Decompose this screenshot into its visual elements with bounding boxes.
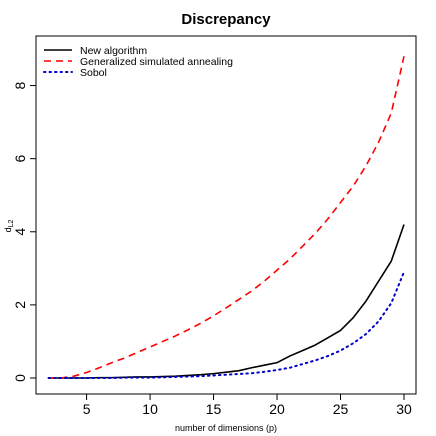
y-tick-label: 6	[12, 155, 28, 163]
x-axis: 5 10 15 20 25 30	[83, 394, 412, 417]
y-tick-label: 2	[12, 301, 28, 309]
plot-border	[35, 35, 417, 395]
x-tick-label: 15	[206, 401, 222, 417]
y-axis: 0 2 4 6 8	[12, 81, 36, 382]
y-tick-label: 4	[12, 228, 28, 236]
x-tick-label: 25	[333, 401, 349, 417]
series-line-2	[48, 56, 405, 379]
series-layer	[47, 56, 405, 379]
x-tick-label: 30	[396, 401, 412, 417]
y-tick-label: 8	[12, 81, 28, 89]
x-tick-label: 20	[269, 401, 285, 417]
x-tick-label: 10	[142, 401, 158, 417]
series-line-1	[48, 224, 405, 379]
y-tick-label: 0	[12, 374, 28, 382]
x-tick-label: 5	[83, 401, 91, 417]
plot-frame	[35, 35, 417, 395]
y-axis-label: dL2	[3, 219, 15, 232]
legend-label-1: New algorithm	[80, 45, 147, 57]
legend-label-2: Generalized simulated annealing	[80, 56, 233, 68]
x-axis-label: number of dimensions (p)	[175, 423, 277, 433]
legend-label-3: Sobol	[80, 67, 107, 79]
series-line-3	[47, 270, 405, 379]
y-axis-label-group: dL2	[3, 219, 15, 232]
chart-title: Discrepancy	[181, 11, 271, 28]
